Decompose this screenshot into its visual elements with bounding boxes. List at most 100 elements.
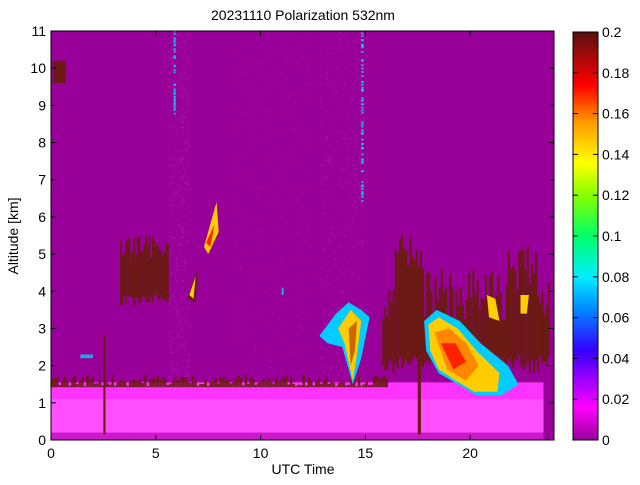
boundary-layer-cell [335,386,338,388]
aerosol-cell [491,272,494,367]
noise-speck [172,248,174,251]
noise-speck [184,232,186,234]
boundary-layer-cell [307,377,311,388]
noise-speck [180,201,182,203]
noise-speck [178,336,180,338]
boundary-layer-cell [350,377,353,388]
noise-speck [243,300,245,303]
boundary-layer-cell [116,382,119,388]
boundary-layer-cell [151,377,155,388]
noise-speck [172,181,174,184]
noise-speck [247,307,249,310]
noise-speck [175,129,177,131]
noise-speck [337,374,339,376]
noise-speck [359,158,361,160]
noise-speck [181,149,183,152]
noise-speck [352,250,355,253]
noise-speck [278,317,280,319]
noise-speck [184,369,186,372]
noise-speck [177,305,179,307]
cloud-peak [348,321,357,366]
noise-speck [278,147,280,149]
noise-speck [170,85,172,87]
noise-speck [269,325,271,328]
noise-speck [320,81,322,83]
noise-speck [339,36,341,39]
noise-speck [173,86,175,89]
cirrus-cell [361,86,364,89]
noise-speck [260,217,262,220]
noise-speck [309,211,311,213]
noise-speck [185,79,187,81]
noise-speck [280,89,282,92]
noise-speck [179,321,181,323]
noise-speck [169,232,171,234]
noise-speck [170,319,172,321]
cirrus-cell [173,48,176,51]
aerosol-cell [472,269,475,356]
noise-speck [254,351,256,353]
noise-speck [252,118,255,121]
noise-speck [290,154,292,156]
noise-speck [348,71,350,73]
noise-speck [331,146,334,149]
noise-speck [169,351,171,353]
noise-speck [172,182,174,184]
noise-speck [182,65,184,67]
cirrus-cell [361,195,364,198]
noise-speck [267,204,269,206]
noise-speck [329,156,331,158]
noise-speck [337,349,339,351]
boundary-layer-cell [224,380,228,388]
y-axis-label: Altitude [km] [5,197,21,274]
noise-speck [356,237,358,240]
boundary-layer-cell [345,385,348,388]
noise-speck [186,363,188,365]
noise-speck [301,128,303,131]
noise-speck [188,75,190,77]
boundary-layer-cell [96,383,99,388]
noise-speck [184,147,186,150]
noise-speck [259,95,261,98]
noise-speck [339,148,341,150]
colorbar-tick-label: 0.12 [602,187,629,203]
noise-speck [257,233,259,236]
noise-speck [172,126,174,128]
noise-speck [334,280,336,283]
noise-speck [335,258,337,260]
noise-speck [277,200,279,203]
noise-speck [323,377,325,380]
noise-speck [231,196,233,199]
noise-speck [181,176,183,179]
noise-speck [362,244,364,246]
noise-speck [343,376,346,379]
boundary-layer-cell [385,378,389,388]
heatmap-field [51,31,554,440]
noise-speck [284,355,286,358]
noise-speck [354,151,356,153]
noise-speck [181,130,183,132]
noise-speck [282,33,284,36]
noise-speck [183,122,185,125]
noise-speck [171,55,173,58]
noise-speck [169,283,171,285]
boundary-layer-cell [106,383,109,388]
noise-speck [303,136,305,139]
noise-speck [260,247,263,250]
noise-speck [242,289,244,292]
noise-speck [175,116,177,118]
y-tick-label: 3 [38,320,46,336]
boundary-layer-cell [209,382,212,388]
colorbar-tick-label: 0.02 [602,391,629,407]
aerosol-cell [449,274,452,359]
aerosol-cell [424,316,427,363]
boundary-layer-cell [204,379,207,388]
noise-speck [243,112,245,114]
noise-speck [258,116,260,119]
cirrus-cell [173,95,176,98]
noise-speck [354,165,356,168]
noise-speck [257,151,259,154]
noise-speck [168,292,170,294]
noise-speck [337,32,339,34]
noise-speck [268,85,270,88]
